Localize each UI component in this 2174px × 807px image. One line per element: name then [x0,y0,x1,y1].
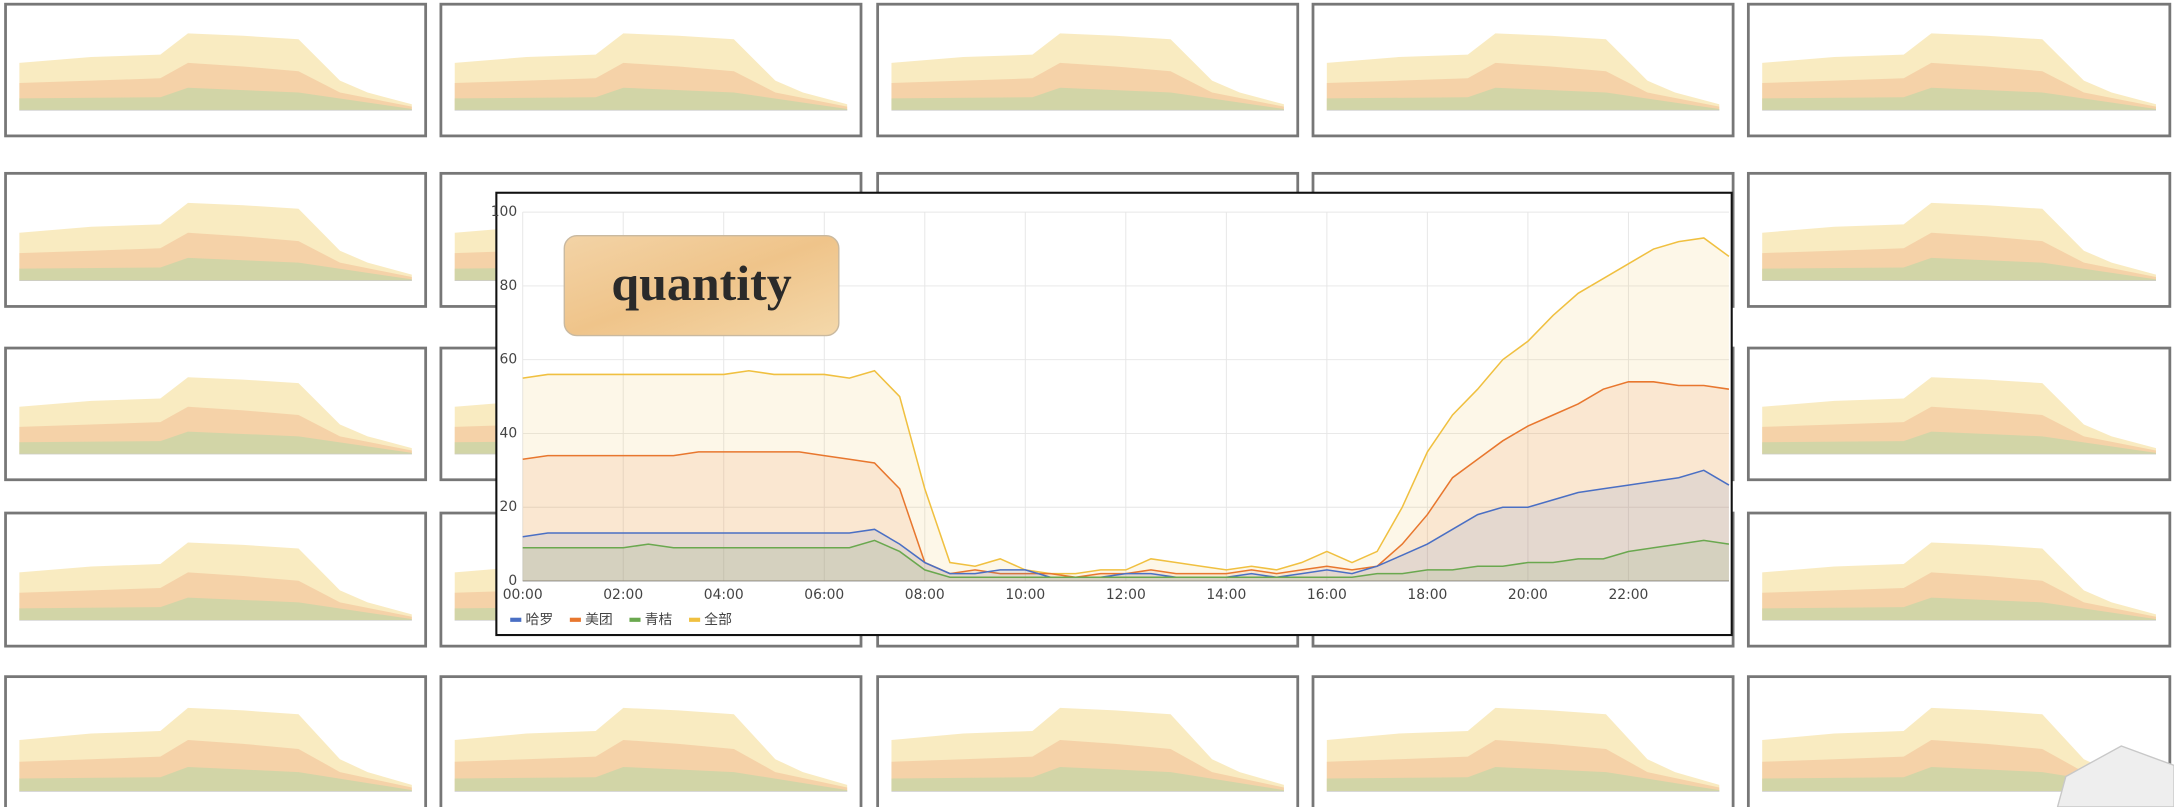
x-tick-label: 06:00 [804,587,844,603]
x-tick-label: 02:00 [603,587,643,603]
legend-label: 青桔 [645,612,673,628]
thumbnail [441,677,861,807]
y-tick-label: 40 [500,425,518,441]
thumbnail [6,4,426,136]
thumbnail [878,677,1298,807]
screenshot: 02040608010000:0002:0004:0006:0008:0010:… [0,0,2174,807]
y-tick-label: 100 [491,204,517,220]
page: {"chart_data": {"type": "area", "annotat… [0,0,2174,807]
thumbnail [1748,4,2169,136]
thumbnail [1313,677,1733,807]
thumbnail [1748,173,2169,306]
legend-label: 全部 [704,611,732,628]
x-tick-label: 20:00 [1508,587,1548,603]
y-tick-label: 80 [500,278,518,294]
y-tick-label: 60 [500,352,518,368]
thumbnail [1748,513,2169,646]
thumbnail [441,4,861,136]
thumbnail [6,173,426,306]
thumbnail [1748,348,2169,480]
x-tick-label: 10:00 [1005,587,1045,603]
x-tick-label: 04:00 [704,587,744,603]
legend-label: 哈罗 [525,612,553,628]
thumbnail [6,677,426,807]
x-tick-label: 22:00 [1608,587,1648,603]
legend-label: 美团 [585,612,613,628]
x-tick-label: 16:00 [1307,587,1347,603]
x-tick-label: 18:00 [1407,587,1447,603]
x-tick-label: 12:00 [1106,587,1146,603]
thumbnail [1313,4,1733,136]
thumbnail [6,348,426,480]
x-tick-label: 00:00 [503,587,543,603]
x-tick-label: 08:00 [905,587,945,603]
y-tick-label: 20 [500,499,518,515]
thumbnail [6,513,426,646]
x-tick-label: 14:00 [1206,587,1246,603]
annotation: quantity [611,256,791,311]
thumbnail [878,4,1298,136]
